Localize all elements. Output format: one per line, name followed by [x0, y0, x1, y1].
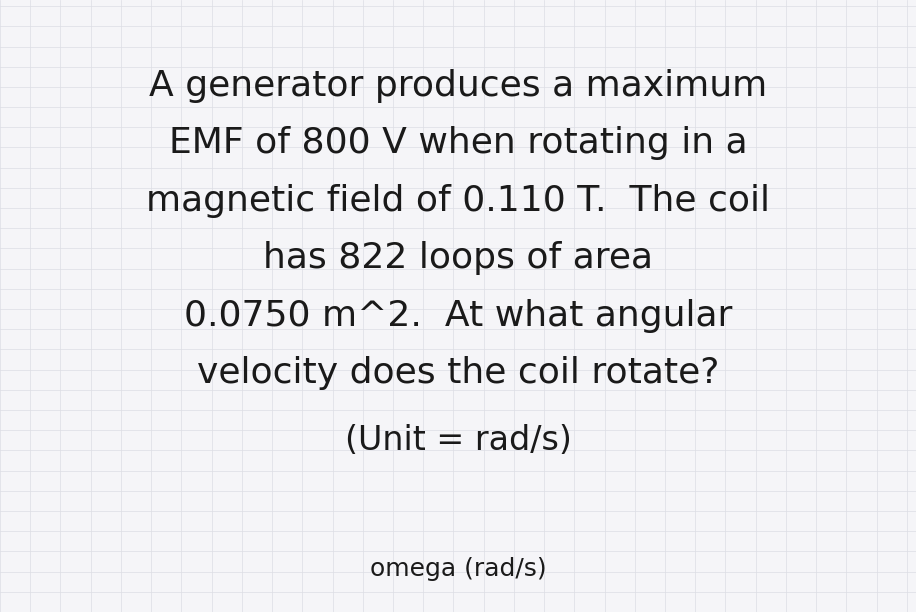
Text: omega (rad/s): omega (rad/s): [370, 557, 546, 581]
Text: A generator produces a maximum: A generator produces a maximum: [149, 69, 767, 103]
Text: 0.0750 m^2.  At what angular: 0.0750 m^2. At what angular: [184, 299, 732, 333]
Text: magnetic field of 0.110 T.  The coil: magnetic field of 0.110 T. The coil: [146, 184, 770, 218]
Text: velocity does the coil rotate?: velocity does the coil rotate?: [197, 356, 719, 390]
Text: has 822 loops of area: has 822 loops of area: [263, 241, 653, 275]
Text: EMF of 800 V when rotating in a: EMF of 800 V when rotating in a: [169, 126, 747, 160]
Text: (Unit = rad/s): (Unit = rad/s): [344, 424, 572, 457]
